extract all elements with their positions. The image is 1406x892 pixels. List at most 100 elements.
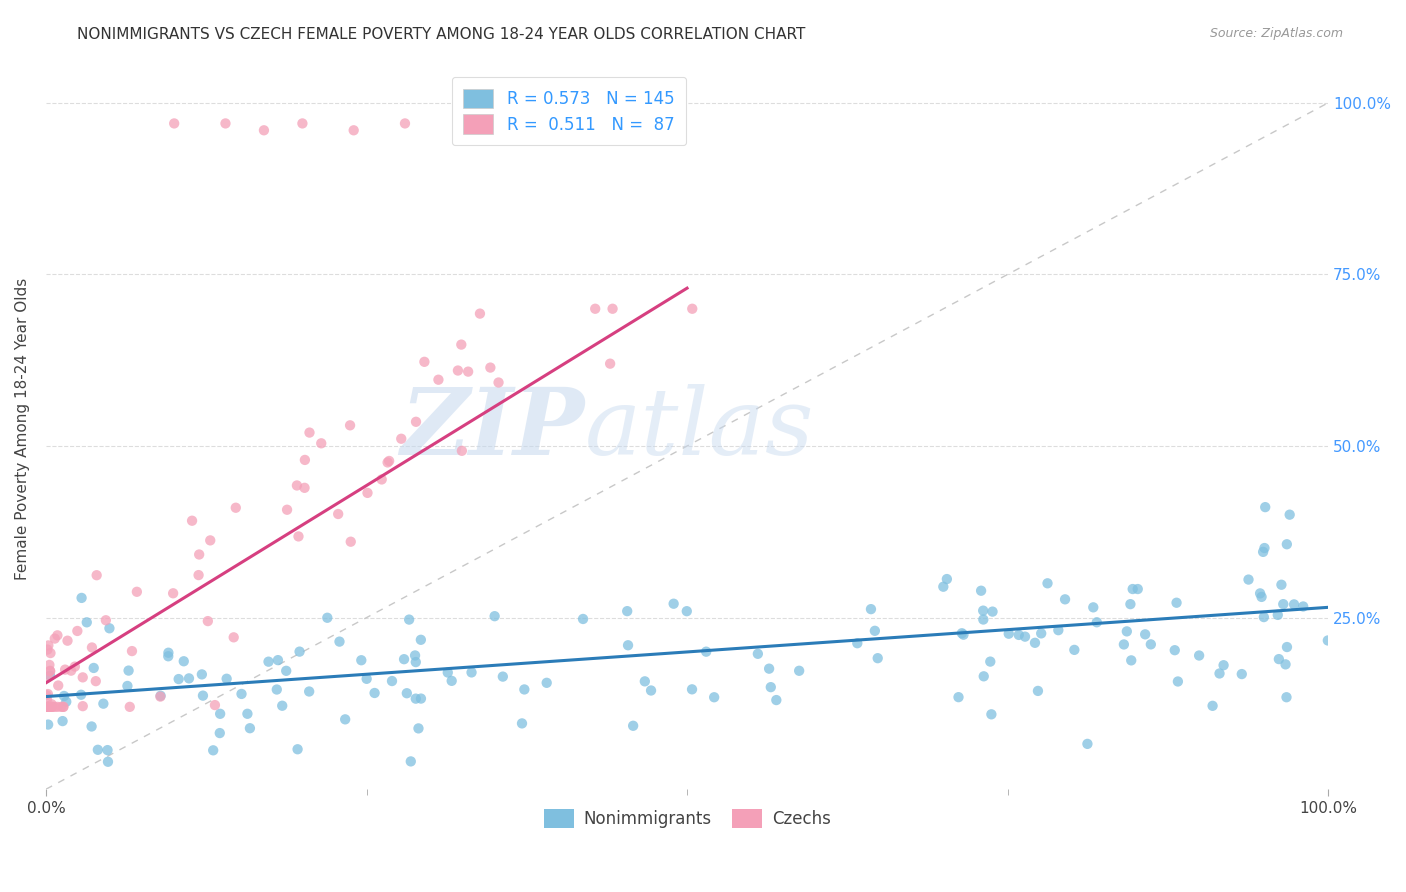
Point bbox=[44, 699, 66, 714]
Point bbox=[405, 691, 427, 706]
Point bbox=[287, 742, 309, 756]
Point bbox=[1278, 508, 1301, 522]
Point bbox=[363, 686, 385, 700]
Point bbox=[759, 680, 782, 694]
Point bbox=[35, 699, 58, 714]
Point bbox=[866, 651, 889, 665]
Point bbox=[450, 443, 472, 458]
Point bbox=[479, 360, 502, 375]
Point bbox=[409, 691, 432, 706]
Point bbox=[60, 664, 83, 678]
Point bbox=[173, 654, 195, 668]
Point bbox=[350, 653, 373, 667]
Point bbox=[1085, 615, 1108, 630]
Point bbox=[37, 699, 59, 714]
Point bbox=[981, 605, 1004, 619]
Point bbox=[510, 716, 533, 731]
Point bbox=[997, 626, 1019, 640]
Point bbox=[343, 123, 366, 137]
Point bbox=[38, 657, 60, 672]
Point bbox=[37, 717, 59, 731]
Point bbox=[1054, 592, 1077, 607]
Point bbox=[80, 719, 103, 733]
Point bbox=[695, 645, 717, 659]
Point bbox=[287, 529, 309, 543]
Point bbox=[222, 630, 245, 644]
Point bbox=[239, 721, 262, 735]
Point bbox=[39, 699, 62, 714]
Point bbox=[427, 373, 450, 387]
Point bbox=[617, 638, 640, 652]
Point bbox=[236, 706, 259, 721]
Point bbox=[681, 301, 703, 316]
Point bbox=[602, 301, 624, 316]
Point bbox=[1270, 578, 1292, 592]
Point bbox=[288, 645, 311, 659]
Point bbox=[37, 639, 59, 653]
Point bbox=[83, 661, 105, 675]
Point bbox=[1076, 737, 1098, 751]
Point bbox=[253, 123, 276, 137]
Point bbox=[37, 687, 59, 701]
Point bbox=[298, 684, 321, 698]
Point bbox=[1253, 541, 1275, 555]
Point bbox=[863, 624, 886, 638]
Text: atlas: atlas bbox=[585, 384, 814, 474]
Legend: Nonimmigrants, Czechs: Nonimmigrants, Czechs bbox=[537, 803, 837, 835]
Point bbox=[125, 584, 148, 599]
Point bbox=[187, 568, 209, 582]
Point bbox=[52, 699, 75, 714]
Point bbox=[181, 514, 204, 528]
Point bbox=[1275, 690, 1298, 705]
Point bbox=[460, 665, 482, 680]
Point bbox=[935, 572, 957, 586]
Point bbox=[413, 355, 436, 369]
Point bbox=[37, 699, 59, 714]
Point bbox=[188, 548, 211, 562]
Point bbox=[35, 699, 58, 714]
Point bbox=[231, 687, 253, 701]
Point bbox=[157, 646, 180, 660]
Point bbox=[980, 707, 1002, 722]
Point bbox=[335, 712, 357, 726]
Point bbox=[1212, 658, 1234, 673]
Point bbox=[356, 486, 378, 500]
Point bbox=[225, 500, 247, 515]
Point bbox=[53, 663, 76, 677]
Point bbox=[117, 679, 139, 693]
Point bbox=[1292, 599, 1315, 614]
Point bbox=[378, 454, 401, 468]
Point bbox=[1112, 637, 1135, 651]
Point bbox=[44, 632, 66, 646]
Point bbox=[616, 604, 638, 618]
Point bbox=[1282, 598, 1305, 612]
Point bbox=[758, 662, 780, 676]
Point bbox=[339, 418, 361, 433]
Point bbox=[1201, 698, 1223, 713]
Point bbox=[409, 632, 432, 647]
Point bbox=[440, 673, 463, 688]
Point bbox=[787, 664, 810, 678]
Point bbox=[468, 307, 491, 321]
Point bbox=[952, 628, 974, 642]
Text: Source: ZipAtlas.com: Source: ZipAtlas.com bbox=[1209, 27, 1343, 40]
Point bbox=[309, 436, 332, 450]
Point bbox=[96, 743, 118, 757]
Point bbox=[37, 670, 59, 684]
Point bbox=[56, 633, 79, 648]
Point bbox=[583, 301, 606, 316]
Point bbox=[271, 698, 294, 713]
Point bbox=[285, 478, 308, 492]
Point bbox=[157, 649, 180, 664]
Point bbox=[513, 682, 536, 697]
Point bbox=[447, 363, 470, 377]
Point bbox=[972, 604, 994, 618]
Point bbox=[1250, 590, 1272, 604]
Point bbox=[846, 636, 869, 650]
Point bbox=[1316, 633, 1339, 648]
Point bbox=[298, 425, 321, 440]
Point bbox=[621, 719, 644, 733]
Point bbox=[1208, 666, 1230, 681]
Point bbox=[121, 644, 143, 658]
Point bbox=[257, 655, 280, 669]
